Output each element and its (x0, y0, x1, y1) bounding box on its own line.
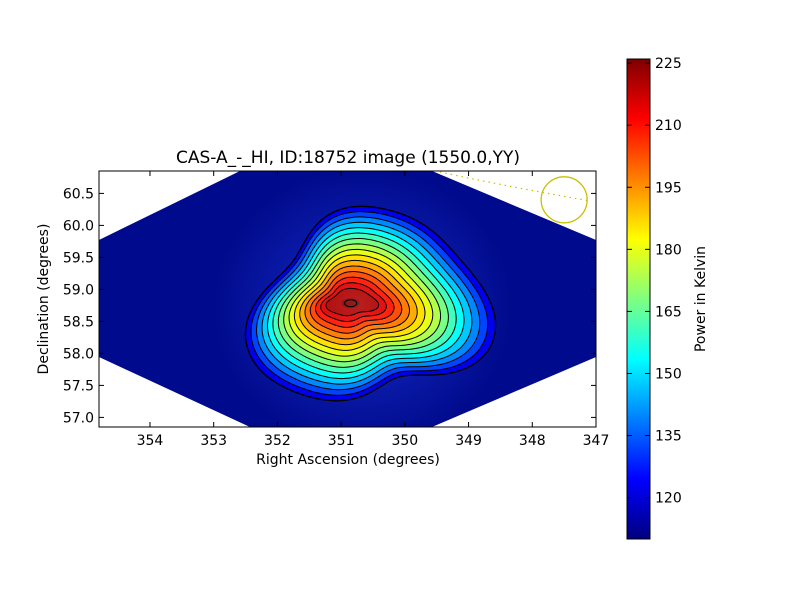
contour-line (314, 276, 395, 328)
beam-circle (540, 176, 588, 224)
x-tick-label: 350 (391, 433, 418, 449)
contour-line (283, 243, 442, 363)
contour-line (250, 211, 489, 396)
contour-line (293, 254, 426, 351)
y-tick-label: 57.0 (63, 410, 94, 426)
colorbar-tick-label: 165 (655, 304, 682, 320)
colorbar-tick-label: 195 (655, 180, 682, 196)
x-tick-label: 351 (328, 433, 355, 449)
y-tick-label: 60.0 (63, 218, 94, 234)
contour-line (325, 287, 380, 317)
colorbar-ticks: 120 135 150 165 180 195 210 225 (627, 56, 682, 507)
colorbar-gradient (626, 58, 651, 540)
beam-trail (439, 171, 591, 202)
contour-line (299, 259, 418, 346)
plot-area: 354 353 352 351 350 349 348 347 57.0 57.5 58.0 58.… (63, 170, 610, 449)
y-tick-label: 59.0 (63, 282, 94, 298)
y-axis-ticks: 57.0 57.5 58.0 58.5 59.0 59.5 60.0 60.5 (63, 186, 596, 426)
colorbar-tick-label: 180 (655, 242, 682, 258)
x-tick-label: 352 (264, 433, 291, 449)
contour-line (266, 227, 465, 380)
colorbar-tick-label: 120 (655, 491, 682, 507)
contour-line (244, 205, 497, 402)
y-axis-label: Declination (degrees) (36, 224, 52, 375)
chart-title: CAS-A_-_HI, ID:18752 image (1550.0,YY) (176, 148, 520, 168)
contour-line-peak (344, 299, 358, 308)
colorbar-tick-label: 150 (655, 366, 682, 382)
colorbar-tick-label: 210 (655, 118, 682, 134)
y-tick-label: 58.0 (63, 346, 94, 362)
x-tick-label: 348 (519, 433, 546, 449)
x-tick-label: 349 (455, 433, 482, 449)
y-tick-label: 57.5 (63, 378, 94, 394)
y-tick-label: 59.5 (63, 250, 94, 266)
x-tick-label: 354 (137, 433, 164, 449)
colorbar-tick-label: 135 (655, 429, 682, 445)
y-tick-label: 60.5 (63, 186, 94, 202)
contour-line (255, 216, 481, 391)
contour-line (272, 232, 457, 374)
contour-line (304, 265, 411, 340)
x-tick-label: 347 (583, 433, 610, 449)
x-axis-label: Right Ascension (degrees) (256, 452, 440, 468)
colorbar-label: Power in Kelvin (693, 246, 709, 352)
colorbar: 120 135 150 165 180 195 210 225 Power in Kelvin (626, 56, 709, 540)
contour-line (309, 270, 403, 334)
plot-frame (98, 170, 597, 428)
beam-marker (439, 171, 591, 224)
x-axis-ticks: 354 353 352 351 350 349 348 347 (137, 171, 610, 449)
y-tick-label: 58.5 (63, 314, 94, 330)
contour-line (288, 248, 434, 357)
contour-line (277, 237, 449, 368)
contour-lines (244, 205, 497, 402)
x-tick-label: 353 (200, 433, 227, 449)
colorbar-tick-label: 225 (655, 56, 682, 72)
contour-line (320, 282, 387, 323)
contour-line (261, 221, 473, 385)
